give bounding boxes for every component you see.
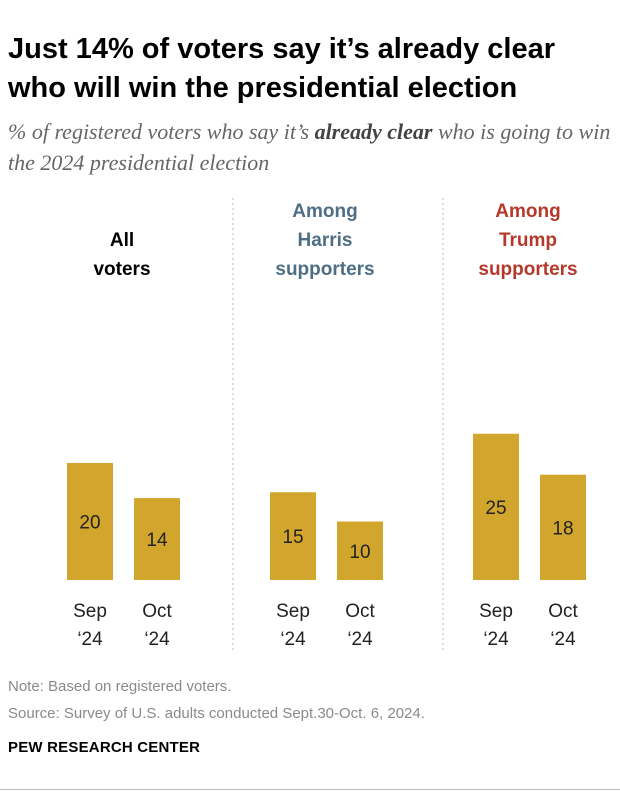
x-tick-label-year: ‘24 [550,629,576,650]
panel-title-line: supporters [478,259,577,280]
x-tick-label: Oct [142,601,172,622]
x-tick-label-year: ‘24 [280,629,306,650]
bar-value-label: 20 [79,513,100,534]
chart-subtitle: % of registered voters who say it’s alre… [8,116,614,178]
panel-title-line: voters [93,259,150,280]
panel-title-line: Trump [499,230,557,251]
x-tick-label: Sep [479,601,513,622]
bar-chart: All voters 20 Sep ‘24 14 Oct ‘24 Among Harris supp… [67,198,586,652]
bar [67,463,113,580]
bar-value-label: 14 [146,530,168,551]
panel-title-line: Harris [298,230,353,251]
x-tick-label-year: ‘24 [347,629,373,650]
x-tick-label-year: ‘24 [77,629,103,650]
bar [270,492,316,580]
chart-source: Source: Survey of U.S. adults conducted … [8,705,425,722]
bar [473,433,519,580]
bar [134,498,180,580]
panel-title-line: All [110,230,134,251]
bar-value-label: 18 [552,518,573,539]
panel-title-line: Among [495,201,560,222]
x-tick-label-year: ‘24 [483,629,509,650]
subtitle-text-start: % of registered voters who say it’s [8,119,315,144]
brand-logo-text: PEW RESEARCH CENTER [8,739,201,756]
subtitle-text-end: who is going to win the 2024 presidentia… [8,119,611,175]
bar-value-label: 15 [282,527,303,548]
bar-value-label: 25 [485,498,506,519]
bar [540,474,586,580]
bottom-rule [0,789,620,790]
chart-title: Just 14% of voters say it’s already clea… [8,33,555,104]
chart-note: Note: Based on registered voters. [8,678,232,695]
panel-title-line: supporters [275,259,374,280]
x-tick-label: Oct [548,601,578,622]
x-tick-label: Sep [276,601,310,622]
bar-value-label: 10 [349,542,370,563]
panel-title-line: Among [292,201,357,222]
subtitle-emphasis: already clear [314,119,433,144]
x-tick-label-year: ‘24 [144,629,170,650]
bar [337,521,383,580]
x-tick-label: Sep [73,601,107,622]
x-tick-label: Oct [345,601,375,622]
